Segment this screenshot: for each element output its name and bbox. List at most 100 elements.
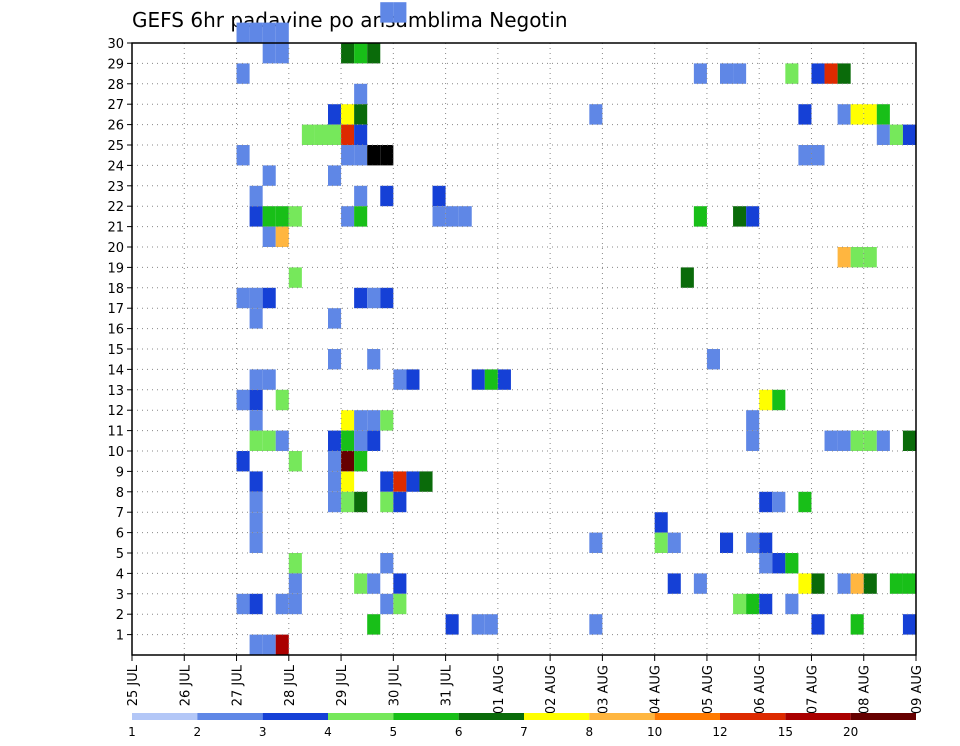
heatmap-cell-11 — [236, 63, 250, 84]
y-tick-label-17: 18 — [107, 282, 124, 297]
heatmap-cell-35 — [889, 124, 903, 145]
heatmap-cell-50 — [249, 206, 263, 227]
heatmap-cell-63 — [275, 226, 289, 247]
heatmap-cell-37 — [236, 145, 250, 166]
x-axis: 25 JUL 26 JUL 27 JUL 28 JUL 29 JUL 30 JUL 31 J… — [126, 655, 925, 714]
heatmap-cell-129 — [393, 491, 407, 513]
heatmap-cell-108 — [850, 430, 864, 451]
x-tick-label-1: 26 JUL — [178, 664, 193, 706]
heatmap-cell-95 — [367, 410, 381, 431]
colorbar-label-9: 12 — [712, 725, 727, 739]
heatmap-cell-157 — [863, 573, 877, 594]
y-tick-label-26: 27 — [107, 98, 124, 113]
y-tick-label-6: 7 — [116, 506, 124, 521]
heatmap-cell-34 — [876, 124, 890, 145]
heatmap-cell-149 — [367, 573, 381, 594]
heatmap-cell-46 — [249, 185, 263, 207]
heatmap-cell-74 — [380, 287, 394, 309]
heatmap-cell-19 — [354, 83, 368, 105]
heatmap-cell-121 — [393, 471, 407, 492]
y-axis: 1234567891011121314151617181920212223242… — [107, 37, 132, 644]
colorbar-swatch-0 — [132, 713, 198, 720]
y-tick-label-23: 24 — [107, 159, 124, 174]
colorbar-label-5: 6 — [455, 725, 463, 739]
heatmap-cell-83 — [406, 369, 420, 390]
colorbar-swatch-10 — [785, 713, 851, 720]
heatmap-cell-43 — [811, 145, 825, 166]
heatmap-cell-107 — [837, 430, 851, 451]
heatmap-cell-62 — [262, 226, 276, 247]
x-tick-label-3: 28 JUL — [283, 664, 298, 706]
chart-title: GEFS 6hr padavine po ansamblima Negotin — [132, 8, 568, 32]
y-tick-label-0: 1 — [116, 629, 124, 644]
heatmap-cell-41 — [380, 145, 394, 166]
y-tick-label-24: 25 — [107, 139, 124, 154]
heatmap-cell-58 — [458, 206, 472, 227]
heatmap-cell-86 — [497, 369, 511, 390]
heatmap-cell-27 — [863, 104, 877, 125]
heatmap-cell-136 — [589, 532, 603, 553]
y-tick-label-16: 17 — [107, 302, 124, 317]
heatmap-cell-3 — [275, 22, 289, 43]
heatmap-cell-44 — [262, 165, 276, 186]
heatmap-cell-67 — [288, 267, 302, 288]
heatmap-cell-163 — [288, 593, 302, 615]
heatmap-cell-154 — [811, 573, 825, 594]
heatmap-cell-77 — [328, 349, 342, 370]
colorbar-label-8: 10 — [647, 725, 662, 739]
x-tick-label-15: 09 AUG — [910, 665, 925, 714]
heatmap-cell-22 — [354, 104, 368, 125]
heatmap-cell-69 — [236, 287, 250, 309]
heatmap-cell-131 — [772, 491, 786, 513]
y-tick-label-20: 21 — [107, 221, 124, 236]
y-tick-label-27: 28 — [107, 78, 124, 93]
colorbar-swatch-2 — [262, 713, 328, 720]
heatmap-cell-171 — [445, 614, 459, 635]
heatmap-cell-143 — [380, 553, 394, 574]
heatmap-cell-39 — [354, 145, 368, 166]
x-tick-label-5: 30 JUL — [387, 664, 402, 706]
colorbar-label-11: 20 — [843, 725, 858, 739]
heatmap-cell-152 — [693, 573, 707, 594]
y-tick-label-5: 6 — [116, 527, 124, 542]
colorbar: 1 2 3 4 5 6 7 8 10 12 15 20 — [128, 713, 916, 739]
colorbar-swatch-3 — [328, 713, 394, 720]
colorbar-swatch-4 — [393, 713, 459, 720]
heatmap-cell-123 — [419, 471, 433, 492]
heatmap-cell-117 — [249, 471, 263, 492]
y-tick-label-10: 11 — [107, 425, 124, 440]
heatmap-cell-75 — [249, 308, 263, 329]
heatmap-cell-81 — [262, 369, 276, 390]
heatmap-cell-102 — [341, 430, 355, 451]
heatmap-cell-130 — [759, 491, 773, 513]
x-tick-label-2: 27 JUL — [231, 664, 246, 706]
heatmap-cell-42 — [798, 145, 812, 166]
colorbar-swatch-7 — [589, 713, 655, 720]
heatmap-cell-167 — [746, 593, 760, 615]
heatmap-cell-103 — [354, 430, 368, 451]
heatmap-cell-169 — [785, 593, 799, 615]
heatmap-cell-118 — [328, 471, 342, 492]
heatmap-cell-158 — [889, 573, 903, 594]
heatmap-cell-5 — [393, 2, 407, 23]
y-tick-label-21: 22 — [107, 200, 124, 215]
y-tick-label-18: 19 — [107, 261, 124, 276]
heatmap-cell-0 — [236, 22, 250, 43]
heatmap-cell-13 — [720, 63, 734, 84]
heatmap-cell-119 — [341, 471, 355, 492]
heatmap-cell-51 — [262, 206, 276, 227]
heatmap-cell-160 — [236, 593, 250, 615]
heatmap-cell-161 — [249, 593, 263, 615]
heatmap-cell-33 — [354, 124, 368, 145]
heatmap-cell-153 — [798, 573, 812, 594]
colorbar-label-2: 3 — [259, 725, 267, 739]
heatmap-cell-174 — [589, 614, 603, 635]
heatmap-cell-7 — [275, 43, 289, 64]
heatmap-cell-55 — [354, 206, 368, 227]
x-tick-label-4: 29 JUL — [335, 664, 350, 706]
heatmap-cell-93 — [341, 410, 355, 431]
colorbar-label-4: 5 — [390, 725, 398, 739]
heatmap-cell-56 — [432, 206, 446, 227]
heatmap-cell-122 — [406, 471, 420, 492]
